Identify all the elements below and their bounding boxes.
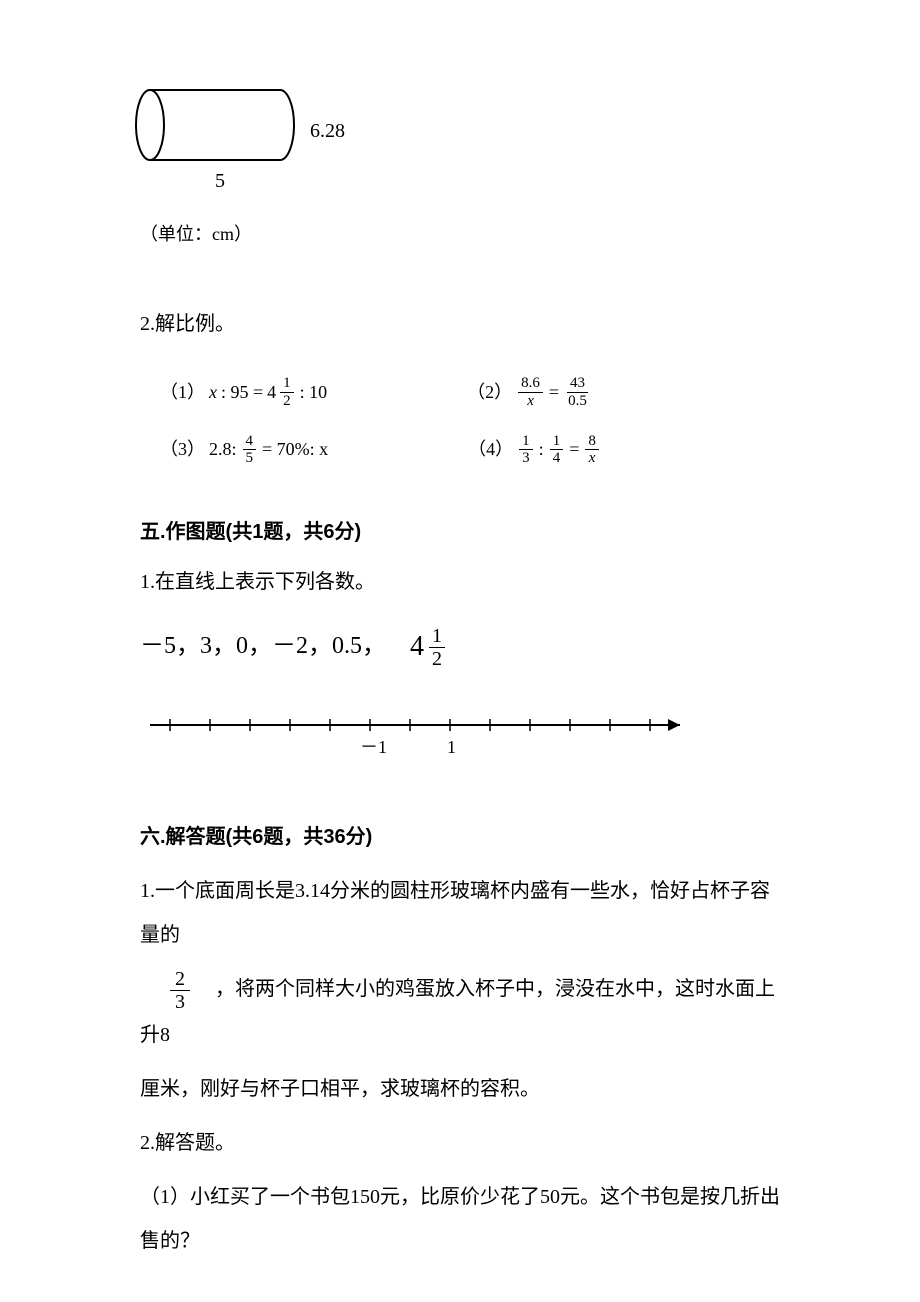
eq-row-2: （3） 2.8: 4 5 = 70%: x （4） 1 3 : 1 4 [160,424,780,474]
cylinder-label-bottom: 5 [215,170,225,193]
p1-frac-num: 2 [170,968,190,991]
eq3-prefix: （3） [160,424,205,474]
p2-sub1: （1）小红买了一个书包150元，比原价少花了50元。这个书包是按几折出售的？ [140,1175,780,1263]
p1-line1: 1.一个底面周长是3.14分米的圆柱形玻璃杯内盛有一些水，恰好占杯子容量的 [140,880,770,946]
eq4-f1-num: 1 [519,433,533,451]
section5-problem1: 1.在直线上表示下列各数。 [140,564,780,600]
eq4-frac3: 8 x [585,433,599,467]
eq1-mixed-num: 1 [280,375,294,393]
numbers-text: －5，3，0，－2，0.5， [140,633,386,659]
eq3-b: = 70%: x [262,424,328,474]
eq1-x: x [209,367,217,417]
problem2-title: 2.解比例。 [140,306,780,342]
eq4-f2-num: 1 [550,433,564,451]
section6-p1: 1.一个底面周长是3.14分米的圆柱形玻璃杯内盛有一些水，恰好占杯子容量的 [140,869,780,957]
eq3-frac: 4 5 [243,433,257,467]
nl-label-neg1: －1 [360,737,387,757]
equations-block: （1） x : 95 = 4 1 2 : 10 （2） 8.6 x [160,367,780,475]
section6: 六.解答题(共6题，共36分) 1.一个底面周长是3.14分米的圆柱形玻璃杯内盛… [140,820,780,1263]
eq2-frac2: 43 0.5 [565,375,590,409]
eq2-frac1: 8.6 x [518,375,543,409]
eq4-frac1: 1 3 [519,433,533,467]
section5-mixed: 4 1 2 [410,625,447,670]
eq2-f2-den: 0.5 [565,393,590,410]
eq4-frac2: 1 4 [550,433,564,467]
nl-label-1: 1 [447,737,456,757]
p2-title: 2.解答题。 [140,1121,780,1165]
eq2-mid: = [549,367,559,417]
p1-line3: 厘米，刚好与杯子口相平，求玻璃杯的容积。 [140,1067,780,1111]
eq4-f3-den: x [586,450,599,467]
equation-3: （3） 2.8: 4 5 = 70%: x [160,424,328,474]
number-line: －1 1 [140,705,780,770]
p1-frac-den: 3 [170,991,190,1013]
eq4-f3-num: 8 [585,433,599,451]
eq2-f1-den: x [524,393,537,410]
mixed-num: 1 [429,625,445,648]
equation-1: （1） x : 95 = 4 1 2 : 10 [160,367,327,417]
equation-4: （4） 1 3 : 1 4 = 8 x [468,424,601,474]
cylinder-unit-text: （单位：cm） [140,220,780,246]
section6-header: 六.解答题(共6题，共36分) [140,820,780,849]
eq1-mixed-den: 2 [280,393,294,410]
eq3-a: 2.8: [209,424,237,474]
eq4-prefix: （4） [468,424,513,474]
eq2-prefix: （2） [467,367,512,417]
eq4-mid2: = [569,424,579,474]
cylinder-svg [130,80,310,180]
eq-row-1: （1） x : 95 = 4 1 2 : 10 （2） 8.6 x [160,367,780,417]
cylinder-label-right: 6.28 [310,120,345,143]
cylinder-diagram: 6.28 5 [140,80,780,190]
eq1-b: : 10 [300,367,328,417]
eq2-f1-num: 8.6 [518,375,543,393]
mixed-whole: 4 [410,631,424,663]
eq3-f-num: 4 [243,433,257,451]
p1-frac: 2 3 [170,968,190,1013]
eq4-f2-den: 4 [550,450,564,467]
eq3-f-den: 5 [243,450,257,467]
eq1-a: : 95 = [221,367,263,417]
eq1-prefix: （1） [160,367,205,417]
eq4-f1-den: 3 [519,450,533,467]
section5-numbers: －5，3，0，－2，0.5， 4 1 2 [140,625,780,670]
eq4-mid1: : [539,424,544,474]
number-line-svg: －1 1 [140,705,700,765]
p1-line2: ，将两个同样大小的鸡蛋放入杯子中，浸没在水中，这时水面上升8 [140,978,775,1046]
problem2-section: 2.解比例。 （1） x : 95 = 4 1 2 : 10 （2） 8.6 [140,306,780,475]
section5-header: 五.作图题(共1题，共6分) [140,515,780,544]
section6-p1-line2-wrap: 2 3 ，将两个同样大小的鸡蛋放入杯子中，浸没在水中，这时水面上升8 [140,967,780,1057]
eq1-mixed: 4 1 2 [267,367,296,417]
eq1-mixed-whole: 4 [267,367,276,417]
mixed-den: 2 [429,648,445,670]
cylinder-section: 6.28 5 （单位：cm） [140,80,780,246]
eq1-mixed-frac: 1 2 [280,375,294,409]
section5: 五.作图题(共1题，共6分) 1.在直线上表示下列各数。 －5，3，0，－2，0… [140,515,780,770]
eq2-f2-num: 43 [567,375,588,393]
mixed-frac: 1 2 [429,625,445,670]
equation-2: （2） 8.6 x = 43 0.5 [467,367,592,417]
